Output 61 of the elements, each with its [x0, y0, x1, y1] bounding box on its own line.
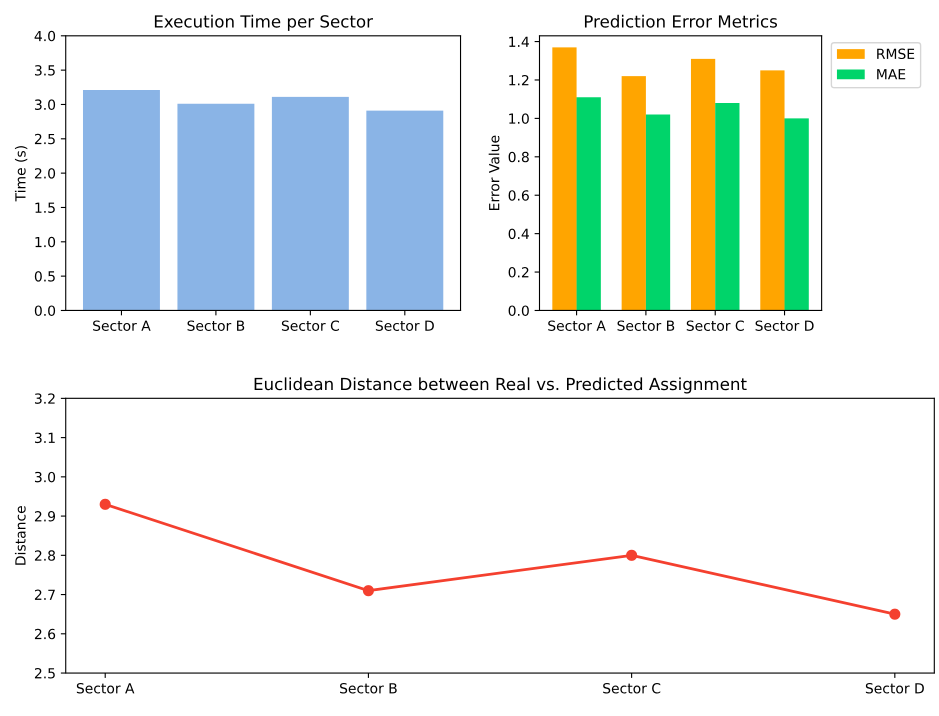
y-tick-label: 1.2 — [509, 74, 528, 86]
y-tick-label: 2.0 — [34, 168, 56, 179]
y-tick-label: 2.9 — [34, 511, 56, 522]
point — [100, 498, 111, 510]
bar — [690, 58, 716, 310]
y-axis-title: Error Value — [488, 136, 500, 210]
x-tick-label: Sector C — [686, 320, 744, 331]
x-tick-label: Sector B — [188, 320, 244, 331]
point — [362, 585, 374, 596]
y-tick-label: 4.0 — [34, 30, 56, 42]
x-tick-label: Sector B — [618, 320, 674, 331]
x-tick-label: Sector D — [376, 320, 434, 331]
x-tick-label: Sector A — [548, 320, 606, 331]
bar — [82, 90, 160, 310]
y-tick-label: 0.2 — [508, 267, 528, 278]
bar — [784, 118, 809, 310]
y-tick-label: 2.7 — [34, 590, 55, 600]
bar — [177, 104, 254, 310]
x-tick-label: Sector A — [76, 683, 134, 694]
point — [626, 550, 638, 561]
y-tick-label: 1.5 — [35, 202, 55, 213]
chart-title: Execution Time per Sector — [154, 14, 373, 31]
y-tick-label: 3.0 — [34, 99, 56, 110]
y-tick-label: 1.4 — [509, 36, 529, 47]
bar — [622, 76, 646, 310]
bar — [760, 70, 785, 310]
y-tick-label: 0.5 — [34, 271, 55, 282]
y-tick-label: 0.0 — [34, 305, 56, 316]
chart-title: Prediction Error Metrics — [584, 14, 777, 28]
y-tick-label: 0.8 — [508, 152, 529, 162]
y-tick-label: 2.6 — [34, 628, 56, 640]
legend-label: MAE — [877, 69, 906, 80]
y-tick-label: 2.5 — [34, 668, 55, 679]
legend-label: RMSE — [877, 48, 914, 60]
chart-title: Euclidean Distance between Real vs. Predicted Assignment — [254, 377, 747, 394]
x-tick-label: Sector B — [340, 683, 397, 694]
x-tick-label: Sector A — [93, 320, 151, 331]
x-tick-label: Sector C — [603, 683, 660, 694]
y-tick-label: 3.2 — [34, 393, 55, 404]
x-tick-label: Sector D — [756, 320, 814, 331]
x-tick-label: Sector D — [866, 683, 924, 694]
y-tick-label: 1.0 — [35, 236, 56, 248]
bar — [646, 114, 670, 310]
y-axis-title: Distance — [14, 506, 26, 565]
bar — [272, 96, 349, 310]
point — [889, 608, 900, 620]
y-tick-label: 2.5 — [34, 134, 55, 144]
bar — [576, 97, 601, 310]
y-axis-title: Time (s) — [14, 146, 28, 202]
y-tick-label: 3.1 — [34, 432, 55, 444]
y-tick-label: 0.4 — [508, 228, 529, 240]
bar — [552, 47, 577, 310]
y-tick-label: 3.0 — [34, 472, 56, 482]
y-tick-label: 1.0 — [509, 113, 529, 124]
x-tick-label: Sector C — [282, 320, 339, 331]
y-tick-label: 0.0 — [508, 305, 529, 316]
bar — [715, 103, 740, 310]
y-tick-label: 2.8 — [34, 550, 56, 561]
y-tick-label: 0.6 — [508, 190, 529, 201]
bar — [366, 110, 444, 310]
y-tick-label: 3.5 — [34, 65, 55, 76]
